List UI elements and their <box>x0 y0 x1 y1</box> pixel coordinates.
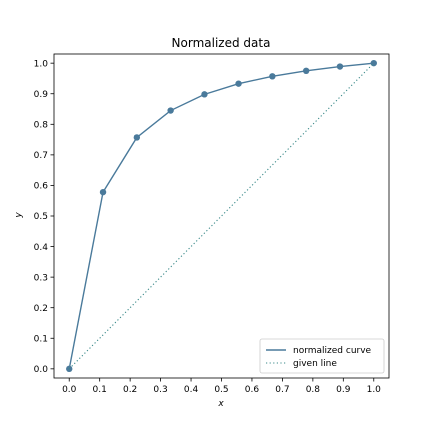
plot-area: 0.0 0.1 0.2 0.3 0.4 0.5 0.6 0.7 0.8 0.9 1.0 0.0 0.1 0… <box>34 53 390 395</box>
x-tick-label: 0.4 <box>184 385 199 395</box>
legend: normalized curve given line <box>259 338 385 374</box>
x-tick-label: 0.7 <box>275 385 289 395</box>
x-tick-label: 1.0 <box>367 385 382 395</box>
series-line-2 <box>68 62 375 370</box>
series-line-1 <box>68 62 374 369</box>
y-tick-label: 0.7 <box>34 151 48 161</box>
x-tick-label: 0.9 <box>336 385 351 395</box>
x-axis-label: x <box>217 399 224 409</box>
x-tick-label: 0.6 <box>245 385 260 395</box>
data-point <box>201 91 208 98</box>
y-tick-label: 0.5 <box>34 212 48 222</box>
y-tick-label: 1.0 <box>34 59 49 69</box>
x-tick-label: 0.3 <box>153 385 167 395</box>
y-tick-label: 0.8 <box>34 121 49 131</box>
data-point <box>66 365 73 373</box>
y-axis-label: y <box>14 212 24 219</box>
x-tick-label: 0.8 <box>306 385 321 395</box>
y-tick-label: 0.0 <box>34 365 49 375</box>
y-tick-label: 0.4 <box>34 243 49 253</box>
y-tick-label: 0.9 <box>34 90 49 100</box>
chart-title: Normalized data <box>172 36 271 50</box>
y-tick-label: 0.2 <box>34 304 48 314</box>
legend-label-2: given line <box>293 359 337 369</box>
x-tick-label: 0.1 <box>93 385 107 395</box>
data-point <box>235 80 242 87</box>
data-point <box>133 134 141 141</box>
legend-label-1: normalized curve <box>293 346 372 356</box>
data-point <box>99 188 107 196</box>
y-tick-label: 0.6 <box>34 182 49 192</box>
x-tick-label: 0.2 <box>123 385 137 395</box>
x-tick-label: 0.5 <box>214 385 228 395</box>
data-point <box>302 67 310 75</box>
plot-frame <box>53 53 390 379</box>
x-tick-label: 0.0 <box>62 385 77 395</box>
data-point <box>167 107 174 114</box>
data-point <box>336 63 344 70</box>
legend-box <box>259 338 385 374</box>
data-point <box>370 59 377 67</box>
y-tick-label: 0.3 <box>34 273 48 283</box>
y-tick-label: 0.1 <box>34 334 48 344</box>
data-point <box>269 73 276 80</box>
